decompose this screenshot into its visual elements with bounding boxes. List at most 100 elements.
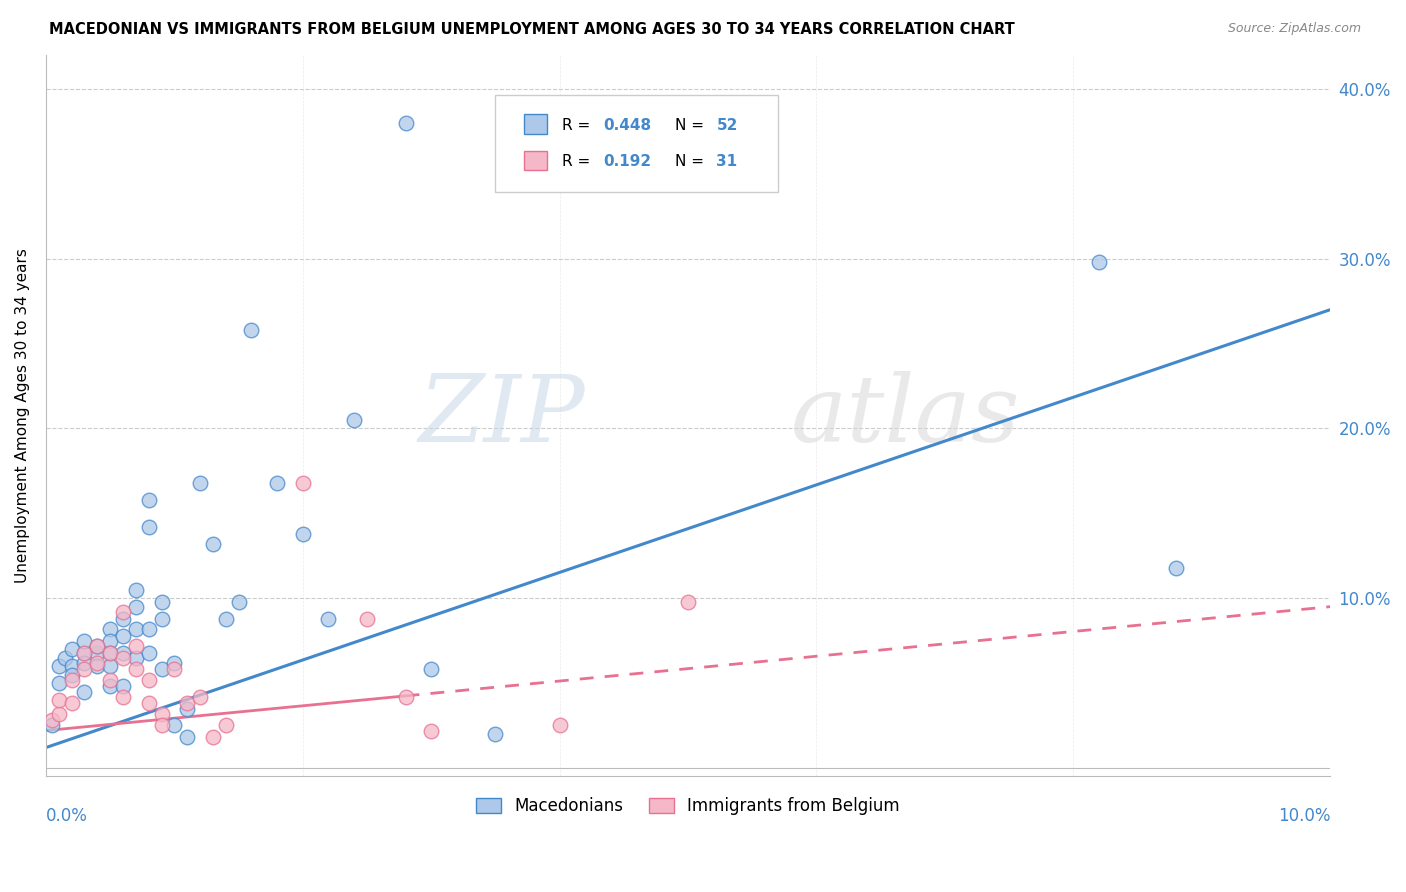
Text: 0.0%: 0.0% bbox=[46, 807, 87, 825]
Point bbox=[48, 693, 70, 707]
Point bbox=[138, 697, 160, 711]
Point bbox=[111, 605, 134, 619]
Point bbox=[176, 731, 198, 745]
FancyBboxPatch shape bbox=[495, 95, 778, 192]
Point bbox=[163, 663, 186, 677]
Point bbox=[98, 680, 121, 694]
Text: N =: N = bbox=[675, 154, 709, 169]
Point bbox=[73, 633, 96, 648]
Point bbox=[73, 646, 96, 660]
Text: ZIP: ZIP bbox=[419, 371, 585, 461]
Point bbox=[86, 646, 108, 660]
Point bbox=[420, 723, 443, 738]
Point bbox=[98, 673, 121, 687]
Point bbox=[676, 594, 699, 608]
Point bbox=[394, 690, 416, 704]
FancyBboxPatch shape bbox=[523, 114, 547, 134]
Point bbox=[98, 646, 121, 660]
Point bbox=[240, 323, 263, 337]
Point bbox=[125, 582, 148, 597]
Point bbox=[53, 650, 76, 665]
Text: 0.192: 0.192 bbox=[603, 154, 651, 169]
Point bbox=[318, 611, 340, 625]
Point bbox=[356, 611, 378, 625]
Text: R =: R = bbox=[562, 118, 595, 133]
Point bbox=[48, 676, 70, 690]
Point bbox=[60, 659, 83, 673]
Point bbox=[266, 475, 288, 490]
Point bbox=[215, 611, 238, 625]
Text: MACEDONIAN VS IMMIGRANTS FROM BELGIUM UNEMPLOYMENT AMONG AGES 30 TO 34 YEARS COR: MACEDONIAN VS IMMIGRANTS FROM BELGIUM UN… bbox=[49, 22, 1015, 37]
Text: atlas: atlas bbox=[790, 371, 1021, 461]
Point bbox=[125, 650, 148, 665]
Point bbox=[420, 663, 443, 677]
Point bbox=[176, 697, 198, 711]
Point bbox=[73, 656, 96, 670]
Point bbox=[150, 611, 173, 625]
FancyBboxPatch shape bbox=[523, 151, 547, 170]
Point bbox=[291, 475, 314, 490]
Point bbox=[188, 690, 211, 704]
Point bbox=[125, 639, 148, 653]
Point bbox=[111, 680, 134, 694]
Point bbox=[548, 718, 571, 732]
Text: 0.448: 0.448 bbox=[603, 118, 651, 133]
Point bbox=[1164, 560, 1187, 574]
Point bbox=[98, 659, 121, 673]
Point bbox=[215, 718, 238, 732]
Point bbox=[98, 646, 121, 660]
Point bbox=[41, 714, 63, 728]
Point bbox=[163, 718, 186, 732]
Point bbox=[150, 663, 173, 677]
Point bbox=[48, 706, 70, 721]
Point bbox=[98, 633, 121, 648]
Point bbox=[138, 646, 160, 660]
Point bbox=[228, 594, 250, 608]
Point bbox=[60, 667, 83, 681]
Point bbox=[60, 697, 83, 711]
Point bbox=[138, 622, 160, 636]
Point bbox=[86, 656, 108, 670]
Point bbox=[1088, 255, 1111, 269]
Text: 31: 31 bbox=[716, 154, 737, 169]
Point bbox=[484, 727, 506, 741]
Text: R =: R = bbox=[562, 154, 595, 169]
Point bbox=[138, 492, 160, 507]
Point bbox=[138, 673, 160, 687]
Point bbox=[150, 718, 173, 732]
Point bbox=[150, 594, 173, 608]
Point bbox=[86, 639, 108, 653]
Point bbox=[86, 639, 108, 653]
Y-axis label: Unemployment Among Ages 30 to 34 years: Unemployment Among Ages 30 to 34 years bbox=[15, 248, 30, 583]
Point bbox=[111, 690, 134, 704]
Point bbox=[41, 718, 63, 732]
Point bbox=[73, 684, 96, 698]
Point bbox=[201, 731, 224, 745]
Point bbox=[125, 622, 148, 636]
Point bbox=[98, 622, 121, 636]
Point bbox=[111, 628, 134, 642]
Text: 52: 52 bbox=[716, 118, 738, 133]
Point bbox=[111, 611, 134, 625]
Point bbox=[125, 663, 148, 677]
Point bbox=[125, 599, 148, 614]
Point bbox=[73, 646, 96, 660]
Point bbox=[188, 475, 211, 490]
Legend: Macedonians, Immigrants from Belgium: Macedonians, Immigrants from Belgium bbox=[470, 791, 907, 822]
Point bbox=[86, 659, 108, 673]
Point bbox=[176, 701, 198, 715]
Text: Source: ZipAtlas.com: Source: ZipAtlas.com bbox=[1227, 22, 1361, 36]
Point bbox=[111, 650, 134, 665]
Point bbox=[291, 526, 314, 541]
Point bbox=[60, 642, 83, 657]
Point bbox=[138, 520, 160, 534]
Point bbox=[201, 537, 224, 551]
Point bbox=[48, 659, 70, 673]
Text: N =: N = bbox=[675, 118, 709, 133]
Point bbox=[163, 656, 186, 670]
Point bbox=[343, 413, 366, 427]
Point bbox=[111, 646, 134, 660]
Text: 10.0%: 10.0% bbox=[1278, 807, 1330, 825]
Point bbox=[60, 673, 83, 687]
Point bbox=[150, 706, 173, 721]
